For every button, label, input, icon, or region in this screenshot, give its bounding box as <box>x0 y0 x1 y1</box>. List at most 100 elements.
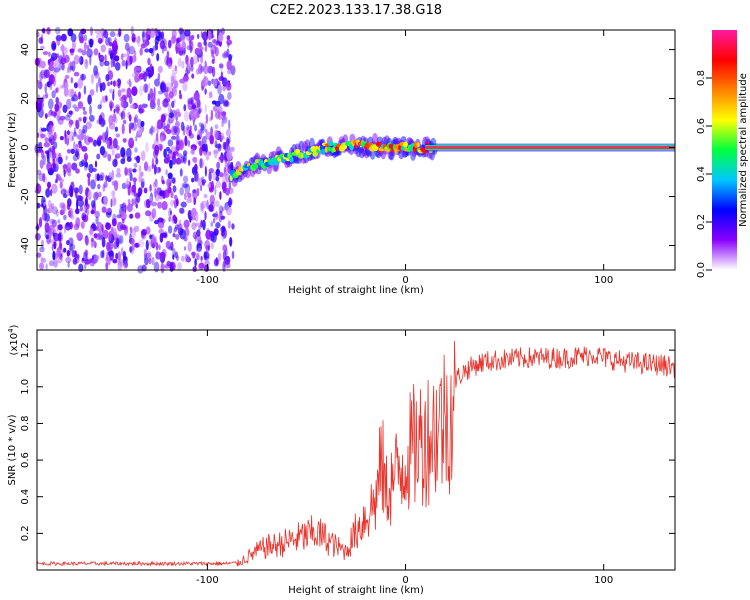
noise-speck <box>54 179 58 184</box>
noise-speck <box>200 123 205 131</box>
noise-speck <box>175 198 179 207</box>
noise-speck <box>200 65 205 73</box>
noise-speck <box>170 199 174 207</box>
noise-speck <box>228 187 234 195</box>
noise-speck <box>172 86 176 94</box>
noise-speck <box>111 196 117 207</box>
noise-speck <box>72 258 78 265</box>
noise-speck <box>215 175 220 182</box>
x-tick-label: 100 <box>594 275 613 286</box>
noise-speck <box>129 246 133 253</box>
noise-speck <box>198 262 205 270</box>
noise-speck <box>120 110 126 120</box>
noise-speck <box>76 198 79 210</box>
noise-speck <box>60 57 67 65</box>
noise-speck <box>51 206 58 215</box>
noise-speck <box>129 226 132 232</box>
signal-blob <box>236 171 242 176</box>
noise-speck <box>192 55 198 65</box>
noise-speck <box>136 193 141 203</box>
colorbar-tick-label: 0.0 <box>696 262 707 278</box>
noise-speck <box>151 208 157 219</box>
noise-speck <box>160 135 164 143</box>
spectrogram-noise <box>34 25 236 274</box>
noise-speck <box>121 94 128 100</box>
noise-speck <box>138 173 143 183</box>
noise-speck <box>92 139 98 147</box>
noise-speck <box>176 255 179 261</box>
noise-speck <box>99 59 104 67</box>
noise-speck <box>207 80 212 86</box>
noise-speck <box>207 31 212 41</box>
noise-speck <box>155 157 159 165</box>
noise-speck <box>94 29 102 35</box>
noise-speck <box>214 46 219 57</box>
noise-speck <box>81 49 87 56</box>
noise-speck <box>138 104 143 115</box>
noise-speck <box>133 225 140 232</box>
noise-speck <box>52 250 56 261</box>
noise-speck <box>207 41 213 48</box>
noise-speck <box>151 256 155 266</box>
noise-speck <box>74 150 79 157</box>
noise-speck <box>68 119 74 126</box>
noise-speck <box>184 29 191 37</box>
noise-speck <box>70 214 75 220</box>
spectrogram-frame <box>36 29 676 271</box>
noise-speck <box>101 132 107 143</box>
noise-speck <box>227 68 232 75</box>
noise-speck <box>57 117 64 125</box>
noise-speck <box>124 42 130 51</box>
noise-speck <box>129 172 133 182</box>
noise-speck <box>172 68 178 75</box>
noise-speck <box>102 228 105 239</box>
noise-speck <box>82 116 87 124</box>
noise-speck <box>49 203 53 214</box>
noise-speck <box>112 138 118 149</box>
noise-speck <box>98 174 104 181</box>
noise-speck <box>111 169 114 181</box>
noise-speck <box>166 178 172 188</box>
colorbar: 0.0 0.2 0.4 0.6 0.8 Normalized spectral ampl… <box>696 30 749 278</box>
noise-speck <box>69 61 73 68</box>
noise-speck <box>41 28 46 34</box>
noise-speck <box>53 141 58 150</box>
noise-speck <box>110 80 113 85</box>
noise-speck <box>66 111 73 118</box>
noise-speck <box>151 157 155 169</box>
noise-speck <box>126 80 131 85</box>
snr-frame <box>36 329 676 571</box>
noise-speck <box>204 46 207 52</box>
noise-speck <box>168 217 171 222</box>
noise-speck <box>149 195 153 202</box>
noise-speck <box>55 209 59 217</box>
noise-speck <box>69 243 76 251</box>
noise-speck <box>222 244 228 252</box>
noise-speck <box>222 185 227 194</box>
noise-speck <box>213 258 219 267</box>
noise-speck <box>218 205 224 214</box>
noise-speck <box>113 227 117 238</box>
noise-speck <box>45 263 48 270</box>
noise-speck <box>104 130 109 140</box>
noise-speck <box>133 162 138 168</box>
noise-speck <box>207 65 214 74</box>
noise-speck <box>144 257 149 266</box>
signal-blob <box>312 150 319 157</box>
noise-speck <box>51 202 55 210</box>
noise-speck <box>165 158 170 164</box>
noise-speck <box>159 233 164 243</box>
noise-speck <box>184 135 188 147</box>
noise-speck <box>42 94 49 99</box>
noise-speck <box>162 180 165 185</box>
noise-speck <box>134 74 140 83</box>
noise-speck <box>48 124 53 136</box>
noise-speck <box>178 219 182 228</box>
x-tick-label: 0 <box>402 575 408 586</box>
noise-speck <box>224 162 229 167</box>
noise-speck <box>195 247 202 253</box>
noise-speck <box>179 93 183 100</box>
noise-speck <box>55 158 59 168</box>
noise-speck <box>231 223 235 230</box>
noise-speck <box>111 146 115 156</box>
